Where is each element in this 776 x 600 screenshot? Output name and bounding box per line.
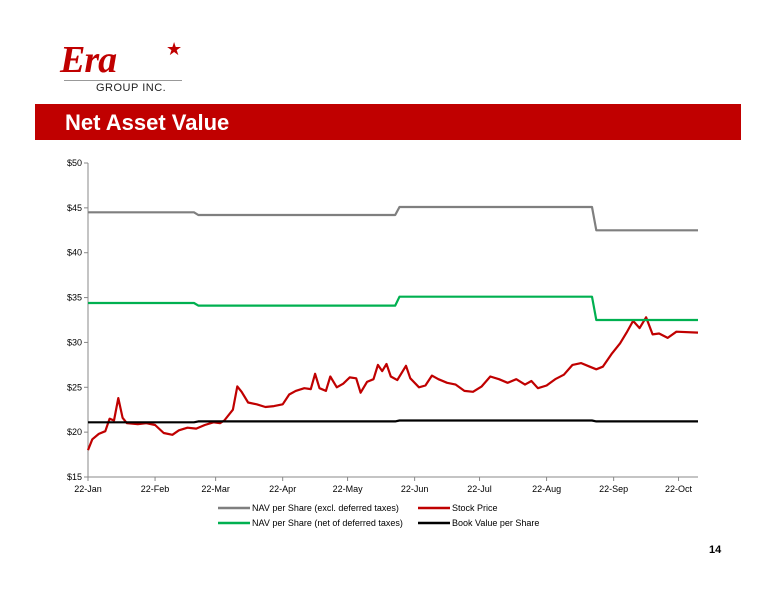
series-line-3 [88, 295, 698, 322]
y-tick-label: $20 [67, 427, 82, 437]
x-tick-label: 22-Aug [532, 484, 561, 494]
series-line-2 [86, 316, 699, 451]
y-tick-label: $40 [67, 248, 82, 258]
x-tick-label: 22-Jun [401, 484, 429, 494]
legend-label-4: Book Value per Share [452, 518, 539, 528]
series-line-4 [88, 419, 698, 424]
legend-label-2: Stock Price [452, 503, 498, 513]
x-tick-label: 22-Jul [467, 484, 492, 494]
page-title: Net Asset Value [65, 110, 230, 135]
x-tick-label: 22-Feb [141, 484, 170, 494]
logo-subtitle: GROUP INC. [96, 82, 167, 94]
x-tick-label: 22-Mar [201, 484, 230, 494]
company-logo: Era ★ GROUP INC. [58, 38, 188, 96]
y-tick-label: $45 [67, 203, 82, 213]
series-line-1 [88, 205, 698, 232]
logo-wordmark: Era [60, 39, 117, 81]
x-tick-label: 22-Apr [269, 484, 296, 494]
y-tick-label: $15 [67, 472, 82, 482]
y-tick-label: $50 [67, 158, 82, 168]
logo-divider [64, 80, 182, 81]
page-number: 14 [709, 544, 722, 556]
star-icon: ★ [166, 39, 183, 59]
y-tick-label: $30 [67, 337, 82, 347]
y-tick-label: $25 [67, 382, 82, 392]
x-tick-label: 22-May [333, 484, 364, 494]
x-tick-label: 22-Oct [665, 484, 693, 494]
title-bar: Net Asset Value [35, 104, 741, 140]
legend-label-3: NAV per Share (net of deferred taxes) [252, 518, 403, 528]
legend-label-1: NAV per Share (excl. deferred taxes) [252, 503, 399, 513]
y-tick-label: $35 [67, 293, 82, 303]
x-tick-label: 22-Sep [599, 484, 628, 494]
x-tick-label: 22-Jan [74, 484, 102, 494]
